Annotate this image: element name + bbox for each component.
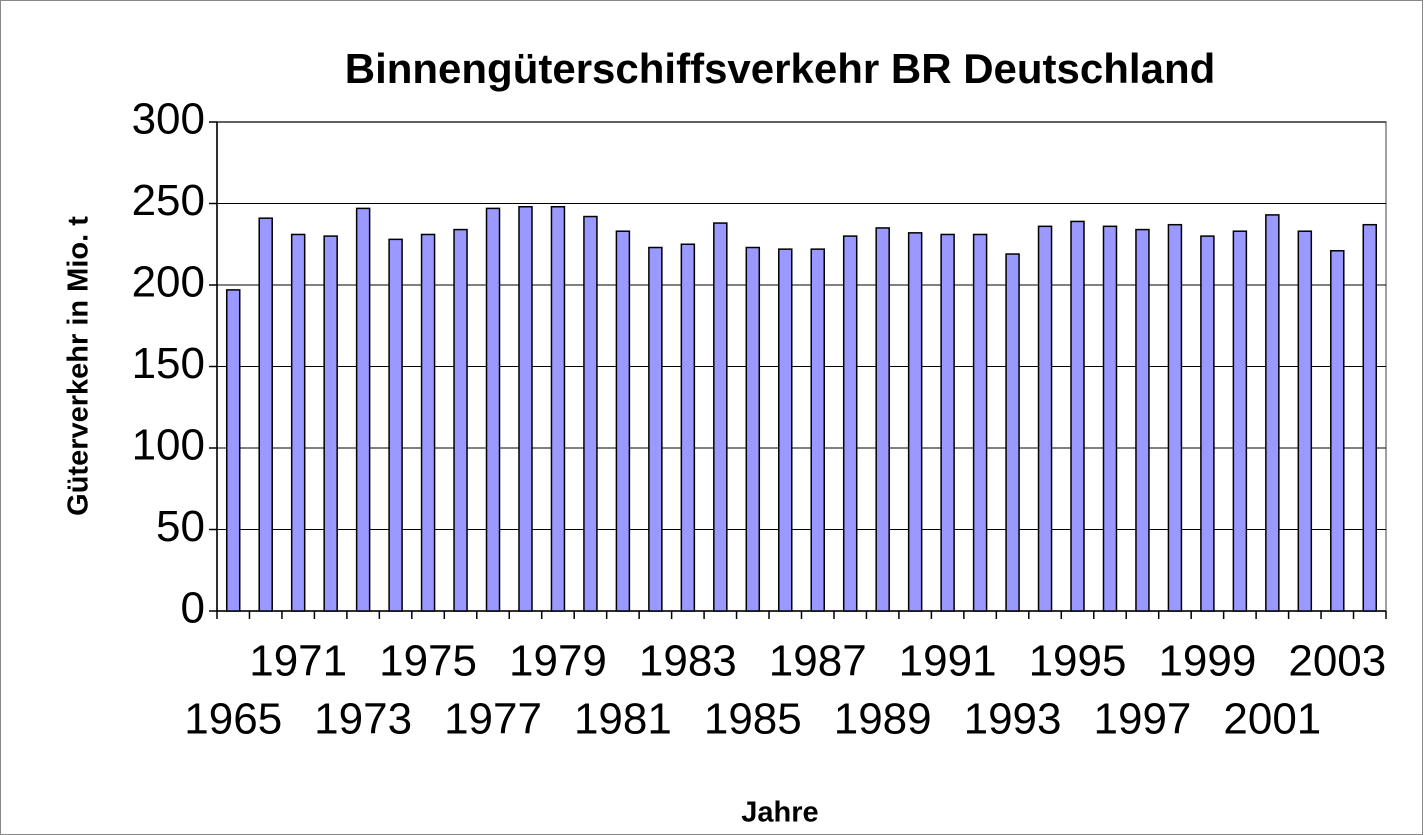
bar <box>388 238 403 612</box>
bar <box>1232 230 1248 612</box>
bar <box>1265 214 1280 612</box>
bar <box>1135 228 1150 612</box>
y-tick-label: 250 <box>132 176 205 225</box>
bar <box>583 215 598 612</box>
y-tick-label: 300 <box>132 95 205 144</box>
x-tick-label: 1997 <box>1094 695 1192 744</box>
bar <box>680 243 696 612</box>
bar <box>1167 223 1183 612</box>
bar <box>778 248 793 612</box>
bar <box>1330 250 1345 612</box>
y-tick-label: 200 <box>132 258 205 307</box>
chart-title: Binnengüterschiffsverkehr BR Deutschland <box>345 45 1216 92</box>
x-tick-label: 1993 <box>964 695 1062 744</box>
bar <box>1070 220 1085 612</box>
bar <box>1200 235 1215 612</box>
bar <box>615 230 631 612</box>
bar <box>810 248 825 612</box>
y-tick-label: 100 <box>132 421 205 470</box>
bar <box>940 233 955 612</box>
bar <box>1362 223 1378 612</box>
x-tick-label: 1975 <box>379 637 477 686</box>
bar <box>907 232 923 612</box>
y-tick-label: 150 <box>132 339 205 388</box>
x-tick-label: 2001 <box>1223 695 1321 744</box>
bar <box>453 228 468 612</box>
bar <box>972 233 988 612</box>
bar <box>518 206 533 612</box>
bar <box>1297 230 1313 612</box>
x-tick-label: 1981 <box>574 695 672 744</box>
x-tick-label: 2003 <box>1288 637 1386 686</box>
x-tick-label: 1987 <box>769 637 867 686</box>
x-tick-label: 1971 <box>249 637 347 686</box>
x-tick-label: 1979 <box>509 637 607 686</box>
bar <box>648 246 663 612</box>
bar <box>1005 253 1020 612</box>
x-tick-label: 1995 <box>1029 637 1127 686</box>
bar <box>842 235 858 612</box>
bar <box>1037 225 1053 612</box>
y-axis-label: Güterverkehr in Mio. t <box>63 216 95 516</box>
x-tick-label: 1999 <box>1158 637 1256 686</box>
bar <box>485 207 501 612</box>
x-tick-label: 1977 <box>444 695 542 744</box>
y-tick-label: 50 <box>156 502 205 551</box>
x-tick-label: 1965 <box>184 695 282 744</box>
x-axis-label: Jahre <box>741 797 818 829</box>
x-tick-label: 1989 <box>834 695 932 744</box>
bar <box>225 289 241 612</box>
y-tick-label: 0 <box>181 584 205 633</box>
bar <box>290 233 306 612</box>
bar <box>323 235 338 612</box>
x-tick-label: 1991 <box>899 637 997 686</box>
bar <box>745 246 761 612</box>
bar <box>355 207 371 612</box>
x-tick-label: 1983 <box>639 637 737 686</box>
bar <box>258 217 273 612</box>
bar <box>713 222 728 612</box>
bar <box>1102 225 1118 612</box>
x-tick-label: 1985 <box>704 695 802 744</box>
bar <box>550 206 566 612</box>
x-tick-label: 1973 <box>314 695 412 744</box>
bar <box>420 233 436 612</box>
bar <box>875 227 890 612</box>
